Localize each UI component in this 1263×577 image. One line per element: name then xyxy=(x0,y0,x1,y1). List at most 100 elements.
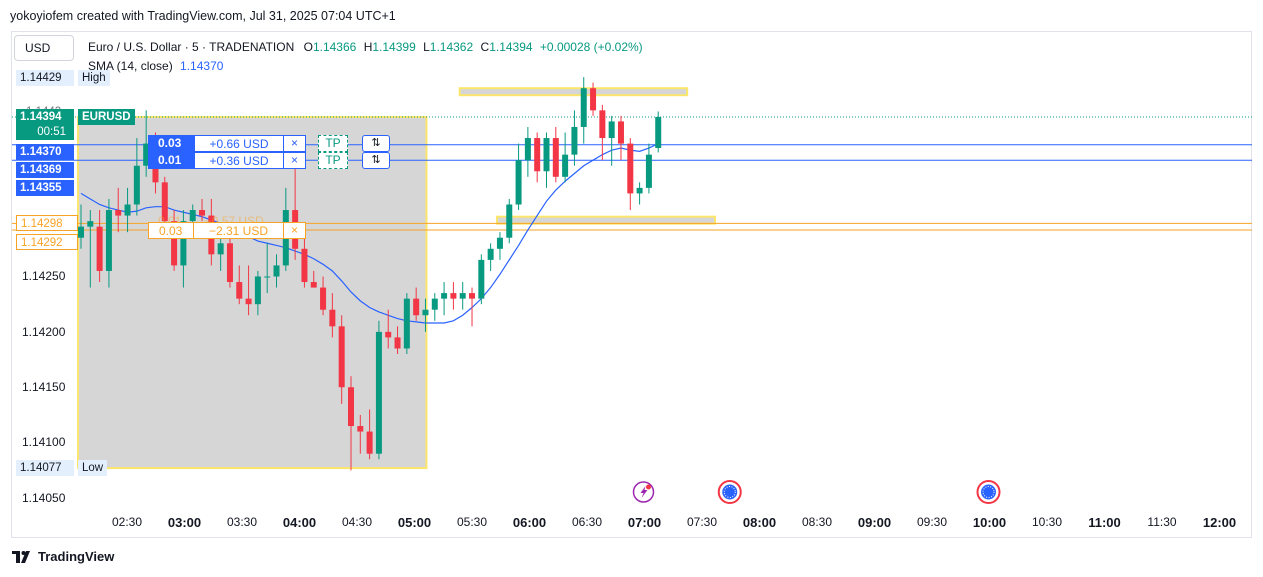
candle xyxy=(329,293,336,338)
brand-name: TradingView xyxy=(38,549,115,564)
candle-body xyxy=(608,121,615,139)
reverse-order-icon[interactable]: ⇅ xyxy=(362,135,390,152)
candle xyxy=(254,270,261,316)
flash-event-dot xyxy=(646,484,651,490)
candle-body xyxy=(403,298,410,349)
candle xyxy=(580,77,587,144)
tradingview-logo-icon xyxy=(12,550,30,563)
candle xyxy=(385,309,392,349)
order-line-blue-1[interactable]: 0.03 +0.66 USD × TP ⇅ xyxy=(148,135,390,152)
candle-body xyxy=(645,154,652,188)
candle xyxy=(459,282,466,310)
candle xyxy=(543,132,550,188)
candle xyxy=(96,210,103,283)
candle xyxy=(552,126,559,183)
close-label: C xyxy=(480,40,490,54)
candle-body xyxy=(375,331,382,454)
time-tick: 10:00 xyxy=(972,515,1007,530)
sma-value: 1.14370 xyxy=(180,59,224,73)
candle-body xyxy=(199,210,206,216)
time-tick: 10:30 xyxy=(1031,515,1063,529)
candle-body xyxy=(459,293,466,299)
candle-body xyxy=(599,110,606,139)
candle xyxy=(375,320,382,460)
reverse-order-icon[interactable]: ⇅ xyxy=(362,152,390,169)
candle xyxy=(524,126,531,177)
flash-event-bolt xyxy=(640,486,648,498)
candle xyxy=(236,265,243,305)
candle-body xyxy=(543,138,550,172)
symbol-title: Euro / U.S. Dollar · 5 · TRADENATION xyxy=(88,40,295,54)
candle xyxy=(562,132,569,183)
time-tick: 04:30 xyxy=(341,515,373,529)
candle xyxy=(310,270,317,288)
candle-body xyxy=(171,221,178,266)
candle-body xyxy=(264,276,271,278)
candle xyxy=(487,243,494,271)
candle xyxy=(264,243,271,294)
price-tick: 1.14050 xyxy=(22,491,66,505)
order-line-blue-2[interactable]: 0.01 +0.36 USD × TP ⇅ xyxy=(148,152,390,169)
candle-body xyxy=(441,293,448,299)
candle-body xyxy=(78,226,84,238)
high-tag: High xyxy=(78,70,110,86)
candle xyxy=(403,293,410,355)
candle xyxy=(320,276,327,316)
price-tick: 1.14150 xyxy=(22,380,66,394)
candle xyxy=(645,143,652,194)
candle-body xyxy=(636,187,643,194)
take-profit-button[interactable]: TP xyxy=(318,152,348,169)
high-value: 1.14399 xyxy=(372,40,416,54)
chart-attribution: yokoyiofem created with TradingView.com,… xyxy=(10,9,396,23)
candle-body xyxy=(273,265,280,277)
candle-body xyxy=(478,259,485,299)
close-order-button[interactable]: × xyxy=(284,152,306,169)
candle-body xyxy=(226,243,233,283)
candle-body xyxy=(320,287,327,310)
candle xyxy=(450,282,457,310)
candle-body xyxy=(450,293,457,299)
currency-selector-button[interactable]: USD xyxy=(14,35,74,61)
candle xyxy=(469,287,476,327)
candle-body xyxy=(562,154,569,177)
symbol-legend[interactable]: Euro / U.S. Dollar · 5 · TRADENATION O 1.… xyxy=(88,40,643,54)
time-tick: 05:00 xyxy=(397,515,432,530)
sma-legend[interactable]: SMA (14, close) 1.14370 xyxy=(88,59,223,73)
price-band-zone xyxy=(458,87,689,97)
candle-body xyxy=(105,210,112,271)
candle xyxy=(347,376,354,471)
close-order-button[interactable]: × xyxy=(284,135,306,152)
time-tick: 09:00 xyxy=(857,515,892,530)
close-order-button[interactable]: × xyxy=(284,222,306,239)
clock-event-icon xyxy=(976,480,1001,504)
close-value: 1.14394 xyxy=(489,40,533,54)
clock-event-ticks xyxy=(723,486,736,498)
take-profit-button[interactable]: TP xyxy=(318,135,348,152)
candle-body xyxy=(236,282,243,299)
candle-body xyxy=(329,309,336,327)
high-label: H xyxy=(363,40,373,54)
candle xyxy=(115,187,122,233)
change-value: +0.00028 (+0.02%) xyxy=(539,40,643,54)
candle xyxy=(171,210,178,271)
candle xyxy=(133,138,140,216)
time-tick: 06:30 xyxy=(571,515,603,529)
candle-body xyxy=(534,138,541,172)
candle-body xyxy=(515,160,522,205)
candle-body xyxy=(217,243,224,255)
candle-body xyxy=(552,138,559,177)
open-label: O xyxy=(303,40,313,54)
orange-price-badge-2: 1.14292 xyxy=(16,234,78,250)
candle xyxy=(478,254,485,305)
order-price-badge-2: 1.14355 xyxy=(16,180,74,196)
candle-body xyxy=(310,282,317,288)
high-price-badge: 1.14429 xyxy=(16,70,74,86)
tradingview-logo[interactable]: TradingView xyxy=(12,549,114,564)
candle xyxy=(245,265,252,316)
low-value: 1.14362 xyxy=(429,40,474,54)
candle xyxy=(413,287,420,321)
candle-body xyxy=(385,331,392,338)
order-line-orange[interactable]: 0.03 −2.31 USD × xyxy=(148,222,306,239)
candle-body xyxy=(161,182,168,222)
